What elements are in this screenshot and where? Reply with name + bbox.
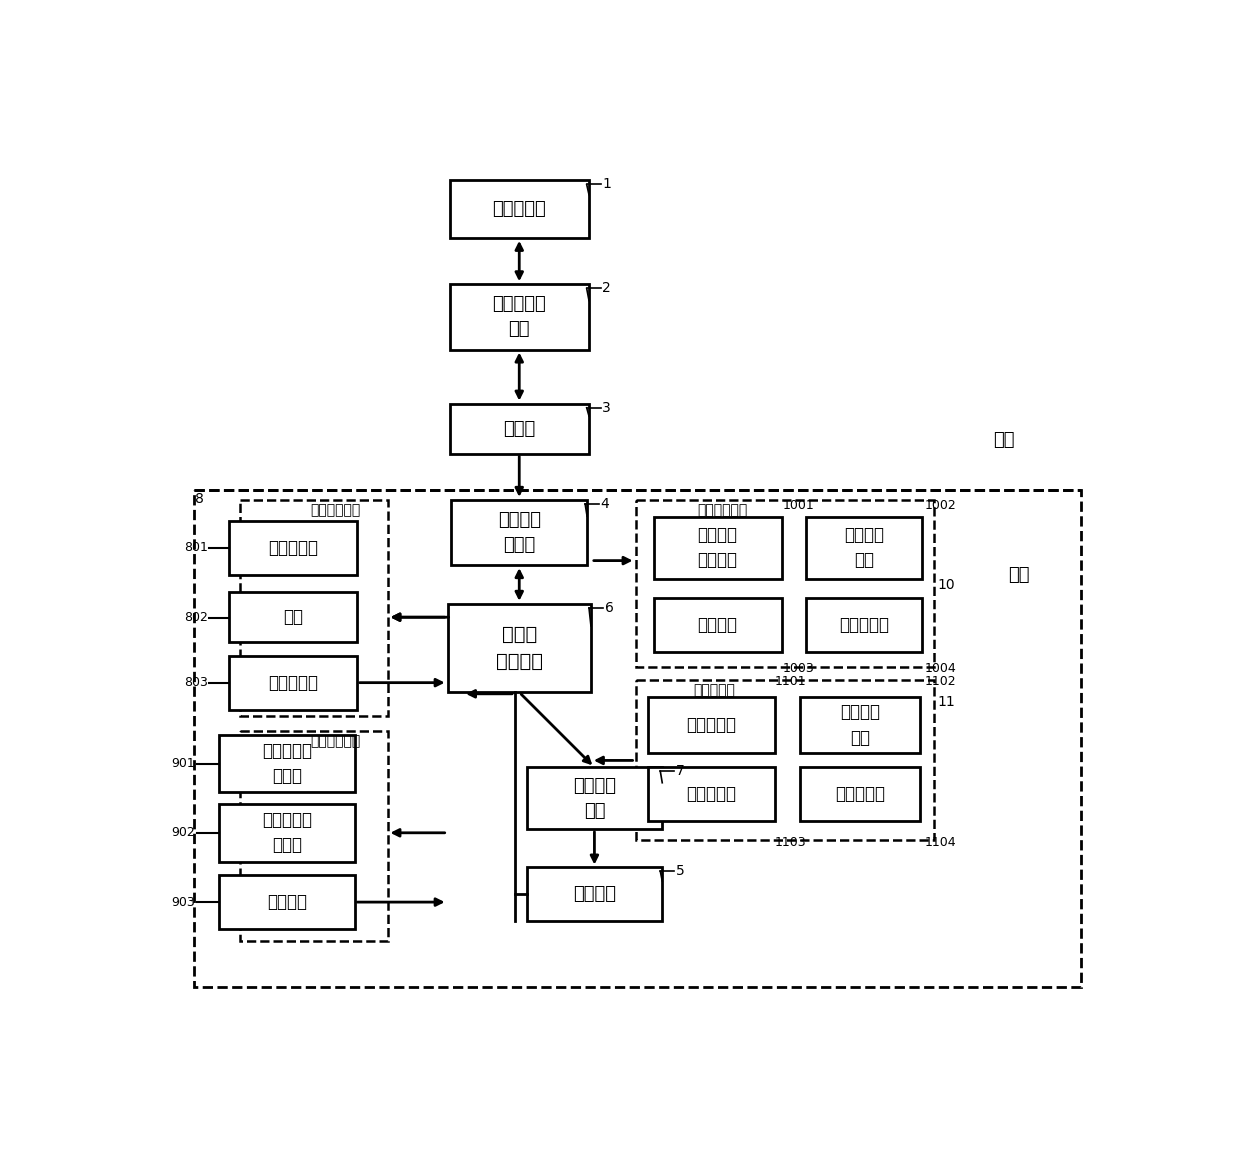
Text: 1104: 1104 — [925, 835, 956, 848]
Text: 嵌入式
微控制器: 嵌入式 微控制器 — [496, 626, 543, 671]
Text: 温湿度计: 温湿度计 — [698, 616, 738, 634]
Text: 深度传感器: 深度传感器 — [687, 716, 737, 734]
Text: 电压电流
检测模块: 电压电流 检测模块 — [698, 527, 738, 570]
Text: 1: 1 — [603, 177, 611, 191]
Text: 传感器单元: 传感器单元 — [693, 684, 735, 698]
Text: 供电单元: 供电单元 — [573, 885, 616, 903]
Text: 水下: 水下 — [1008, 566, 1030, 584]
Text: 6: 6 — [605, 601, 614, 615]
Bar — [219, 735, 355, 792]
Text: 水面控制台: 水面控制台 — [492, 200, 546, 218]
Text: 8: 8 — [196, 493, 205, 507]
Text: 数据存储卡: 数据存储卡 — [839, 616, 889, 634]
Bar — [653, 598, 781, 652]
Text: 1003: 1003 — [782, 662, 815, 676]
Text: 5: 5 — [676, 864, 684, 878]
Text: 水下通信
收发器: 水下通信 收发器 — [497, 511, 541, 555]
Text: 1103: 1103 — [775, 835, 807, 848]
Bar — [451, 500, 587, 565]
Bar — [219, 875, 355, 929]
Text: 903: 903 — [171, 896, 196, 909]
Text: 1101: 1101 — [775, 675, 807, 687]
Text: 801: 801 — [184, 542, 207, 555]
Text: 902: 902 — [171, 826, 196, 839]
Text: 901: 901 — [171, 757, 196, 770]
Text: 步进电机: 步进电机 — [267, 894, 306, 911]
Bar — [241, 500, 387, 715]
Text: 10: 10 — [937, 578, 955, 592]
Text: 803: 803 — [184, 676, 207, 690]
Bar — [219, 804, 355, 862]
Bar — [241, 732, 387, 940]
Bar — [229, 521, 357, 574]
Bar — [449, 284, 589, 350]
Text: 漏水检测
模块: 漏水检测 模块 — [844, 527, 884, 570]
Text: 802: 802 — [184, 612, 207, 624]
Text: 水面: 水面 — [993, 431, 1014, 449]
Bar — [449, 403, 589, 453]
Text: 水下照明灯: 水下照明灯 — [268, 673, 317, 692]
Text: 1001: 1001 — [782, 499, 815, 513]
Text: 视觉照明单元: 视觉照明单元 — [310, 503, 361, 517]
Text: 4: 4 — [600, 497, 609, 511]
Bar — [647, 768, 775, 821]
Bar — [635, 500, 934, 668]
Text: 水面通信收
发器: 水面通信收 发器 — [492, 296, 546, 338]
Text: 动力推进
单元: 动力推进 单元 — [573, 777, 616, 820]
Text: 上部磁性接
近开关: 上部磁性接 近开关 — [262, 742, 311, 785]
Text: 1004: 1004 — [925, 662, 956, 676]
Text: 1002: 1002 — [925, 499, 956, 513]
Text: 脐带缆: 脐带缆 — [503, 419, 536, 438]
Text: 11: 11 — [937, 694, 956, 708]
Bar — [800, 698, 920, 753]
Bar — [229, 592, 357, 642]
Text: 水下摄像机: 水下摄像机 — [268, 539, 317, 557]
Text: 声呐传感器: 声呐传感器 — [836, 785, 885, 804]
Text: 姿态传感器: 姿态传感器 — [687, 785, 737, 804]
Bar — [653, 517, 781, 579]
Bar — [806, 517, 923, 579]
Bar — [229, 656, 357, 709]
Text: 导航定位
模块: 导航定位 模块 — [841, 704, 880, 747]
Text: 3: 3 — [603, 401, 611, 415]
Bar — [193, 490, 1081, 987]
Text: 2: 2 — [603, 282, 611, 296]
Bar — [635, 680, 934, 840]
Text: 云台: 云台 — [283, 608, 303, 627]
Text: 运动切换单元: 运动切换单元 — [310, 734, 361, 748]
Text: 安全保护单元: 安全保护单元 — [697, 503, 748, 517]
Bar — [647, 698, 775, 753]
Bar — [527, 868, 662, 922]
Bar — [527, 768, 662, 829]
Text: 7: 7 — [676, 764, 684, 778]
Bar — [806, 598, 923, 652]
Text: 下部磁性接
近开关: 下部磁性接 近开关 — [262, 811, 311, 854]
Bar — [448, 603, 591, 692]
Bar — [800, 768, 920, 821]
Bar — [449, 181, 589, 238]
Text: 1102: 1102 — [925, 675, 956, 687]
